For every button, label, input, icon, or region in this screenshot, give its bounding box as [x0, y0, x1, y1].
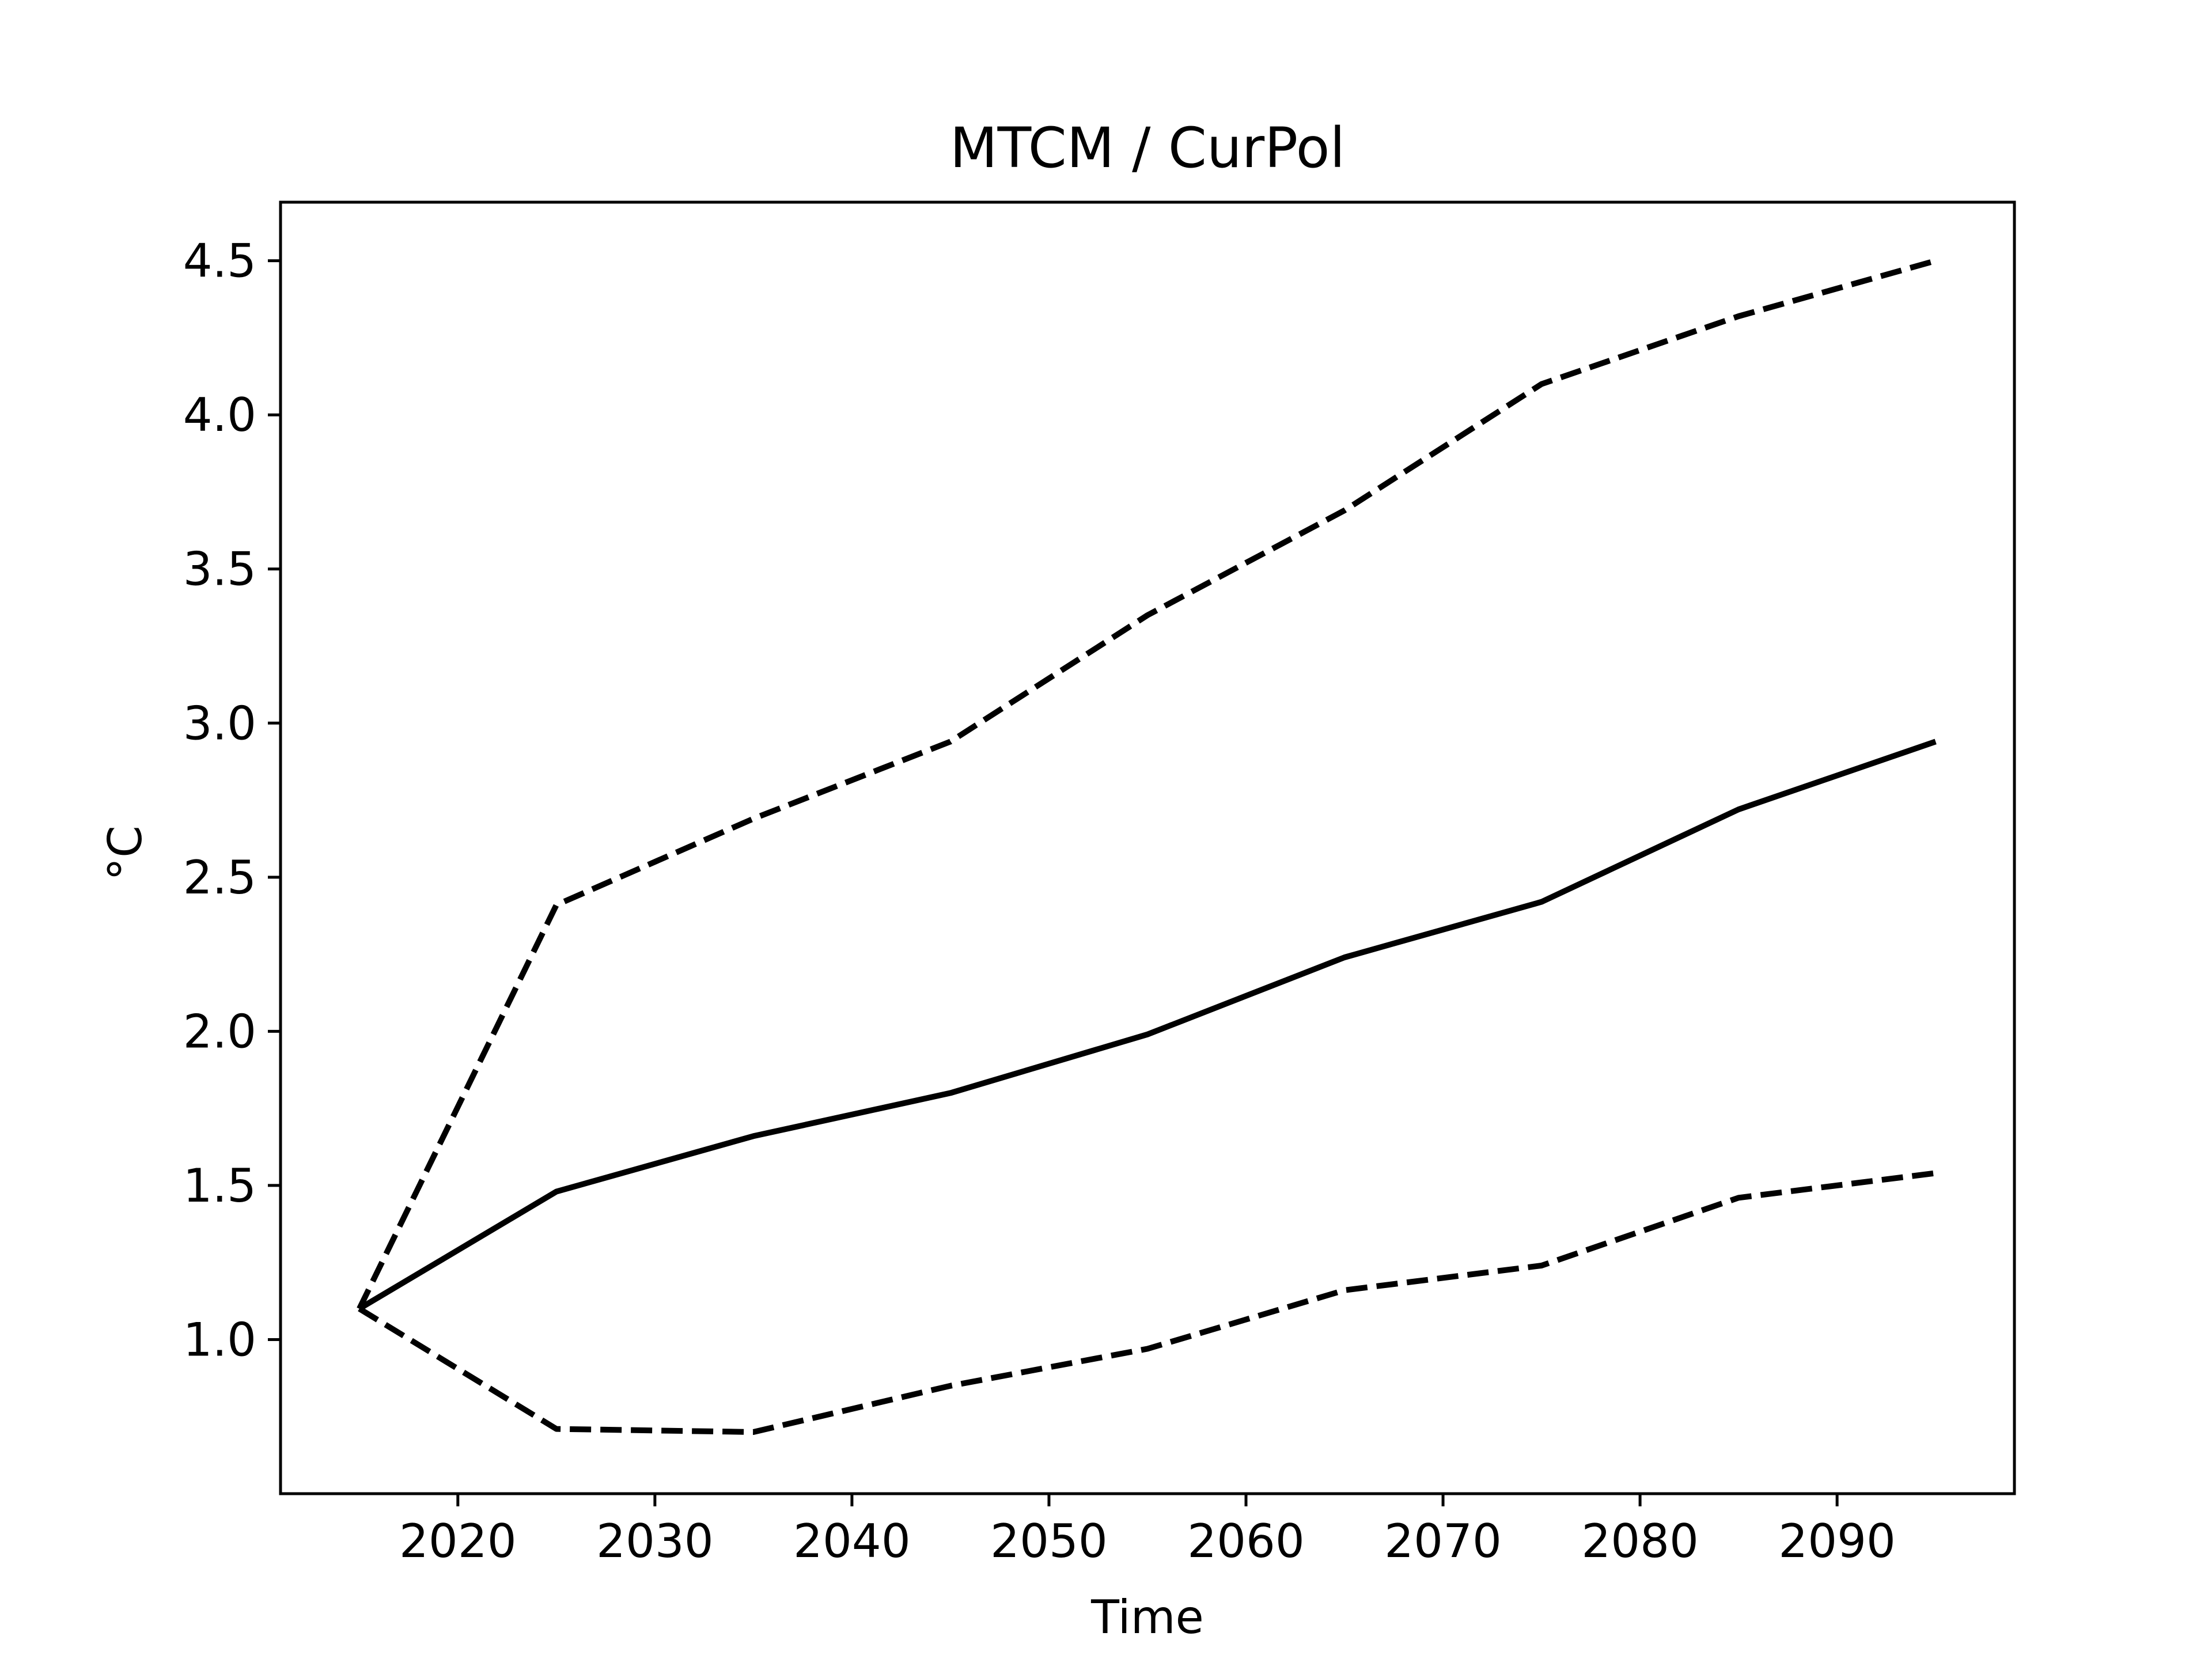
x-tick-label: 2030 — [596, 1514, 714, 1568]
chart-title: MTCM / CurPol — [950, 116, 1345, 180]
y-tick-label: 1.5 — [183, 1159, 256, 1213]
x-tick-label: 2060 — [1187, 1514, 1305, 1568]
x-tick-label: 2020 — [399, 1514, 517, 1568]
axes-frame — [279, 200, 2016, 1495]
y-tick-label: 3.5 — [183, 543, 256, 596]
series-line-3 — [358, 1170, 1936, 1435]
y-tick-label: 4.5 — [183, 234, 256, 288]
x-tick-label: 2080 — [1581, 1514, 1699, 1568]
x-tick-label: 2050 — [990, 1514, 1108, 1568]
plot-area: 2020 2030 2040 2050 2060 2070 2080 2090 1.0 1.5 2.… — [183, 200, 2016, 1568]
y-tick-label: 4.0 — [183, 388, 256, 442]
y-tick-label: 2.0 — [183, 1005, 256, 1058]
y-tick-label: 2.5 — [183, 851, 256, 904]
series-line-2 — [358, 738, 1937, 1312]
x-tick-label: 2040 — [793, 1514, 911, 1568]
y-tick-label: 3.0 — [183, 696, 256, 750]
y-axis-label: °C — [99, 825, 152, 881]
x-tick-label: 2090 — [1778, 1514, 1896, 1568]
series-line-1 — [357, 257, 1937, 1310]
x-tick-label: 2070 — [1384, 1514, 1502, 1568]
y-tick-label: 1.0 — [183, 1313, 256, 1366]
x-axis-label: Time — [1090, 1590, 1204, 1644]
